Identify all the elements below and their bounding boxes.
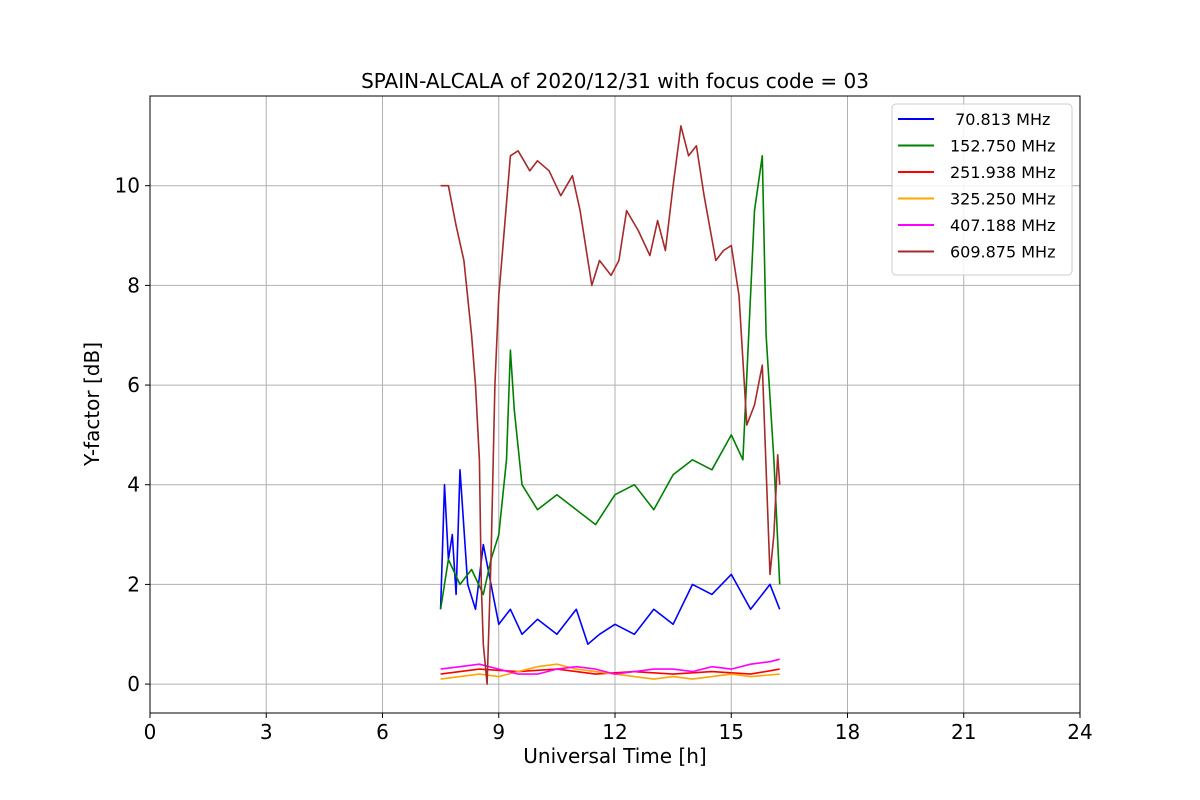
legend-label: 152.750 MHz (950, 137, 1055, 156)
series-line-2 (439, 155, 781, 610)
y-tick-label: 6 (127, 373, 140, 397)
x-axis-label: Universal Time [h] (523, 744, 706, 768)
x-tick-label: 9 (492, 720, 505, 744)
x-tick-label: 18 (835, 720, 860, 744)
y-tick-label: 4 (127, 473, 140, 497)
legend-label: 407.188 MHz (950, 216, 1055, 235)
series-line-5 (440, 658, 780, 675)
y-tick-label: 0 (127, 672, 140, 696)
series-line-1 (439, 468, 781, 646)
series-layer (439, 125, 781, 685)
x-tick-label: 3 (260, 720, 273, 744)
x-tick-label: 12 (602, 720, 627, 744)
y-axis-label: Y-factor [dB] (80, 342, 104, 467)
x-tick-label: 6 (376, 720, 389, 744)
legend-label: 70.813 MHz (950, 110, 1050, 129)
legend-label: 609.875 MHz (950, 243, 1055, 262)
legend: 70.813 MHz 152.750 MHz 251.938 MHz 325.250 … (891, 103, 1073, 276)
y-tick-label: 2 (127, 572, 140, 596)
series-line-6 (440, 125, 781, 685)
series-line-4 (440, 663, 780, 680)
x-tick-label: 15 (719, 720, 744, 744)
y-tick-label: 10 (115, 174, 140, 198)
legend-label: 251.938 MHz (950, 163, 1055, 182)
chart-title: SPAIN-ALCALA of 2020/12/31 with focus co… (361, 69, 869, 93)
x-tick-label: 0 (144, 720, 157, 744)
x-axis-ticks: 0 3 6 9 12 15 18 21 24 (144, 713, 1093, 744)
y-tick-label: 8 (127, 273, 140, 297)
legend-box (891, 103, 1073, 276)
y-axis-ticks: 0 2 4 6 8 10 (115, 174, 150, 696)
x-tick-label: 21 (951, 720, 976, 744)
x-tick-label: 24 (1067, 720, 1092, 744)
series-line-3 (440, 668, 780, 675)
legend-label: 325.250 MHz (950, 190, 1055, 209)
